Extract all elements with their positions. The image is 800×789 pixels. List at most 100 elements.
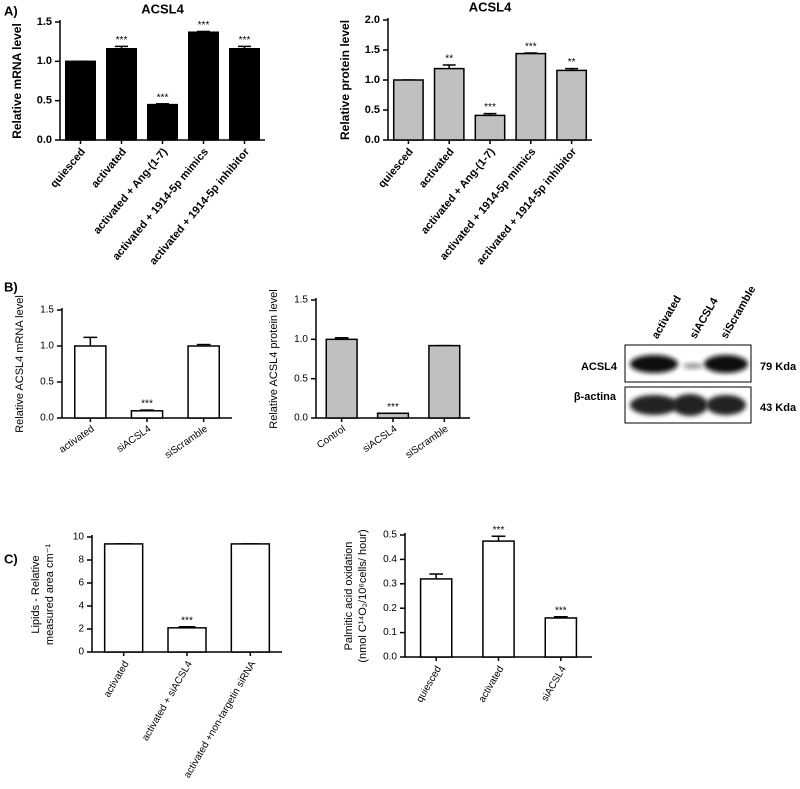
row-label: ACSL4 xyxy=(581,361,618,373)
significance: *** xyxy=(157,92,169,103)
y-tick-label: 0.0 xyxy=(383,652,397,663)
y-axis-label: Relative mRNA level xyxy=(10,23,24,139)
bar xyxy=(419,578,453,658)
x-tick-label: siACSL4 xyxy=(540,664,569,704)
bar xyxy=(428,344,461,419)
bar xyxy=(105,47,138,141)
y-tick-label: 0.2 xyxy=(383,603,397,614)
lane-label: activated xyxy=(650,294,684,341)
lane-label: siACSL4 xyxy=(688,295,721,341)
y-tick-label: 2.0 xyxy=(365,14,380,26)
western-blot: activated siACSL4 siScramble ACSL4 β-act… xyxy=(574,284,797,424)
significance: *** xyxy=(555,605,567,616)
y-tick-label: 0.5 xyxy=(37,95,52,107)
bar xyxy=(515,52,547,141)
blot-band xyxy=(672,394,708,416)
y-tick-label: 2 xyxy=(78,624,84,635)
y-axis-label: Relative ACSL4 protein level xyxy=(268,289,280,428)
bar xyxy=(230,543,271,653)
y-tick-label: 8 xyxy=(78,555,84,566)
y-axis-label: Lipids - Relative xyxy=(30,555,42,633)
bar xyxy=(433,67,465,141)
y-axis-label: measured area cm⁻¹ xyxy=(44,544,56,646)
y-tick-label: 0.1 xyxy=(383,627,397,638)
y-axis-label: Palmitic acid oxidation xyxy=(343,542,355,651)
significance: ** xyxy=(568,57,576,68)
y-tick-label: 1.5 xyxy=(40,305,54,316)
y-tick-label: 0.0 xyxy=(294,413,308,424)
y-tick-label: 0.5 xyxy=(365,104,380,116)
x-tick-label: activated xyxy=(477,664,507,704)
significance: *** xyxy=(116,35,128,46)
y-tick-label: 1.5 xyxy=(37,16,52,28)
x-tick-label: activated xyxy=(417,146,457,190)
y-tick-label: 1.0 xyxy=(294,334,308,345)
y-tick-label: 10 xyxy=(73,532,85,543)
bar xyxy=(64,60,97,141)
chart: ACSL4 Relative protein level 0.0 0.5 1.0 1.5 2… xyxy=(338,0,592,267)
y-tick-label: 6 xyxy=(78,578,84,589)
y-tick-label: 0.0 xyxy=(40,413,54,424)
x-tick-label: siACSL4 xyxy=(115,423,154,455)
x-tick-label: activated + siACSL4 xyxy=(140,659,195,743)
x-tick-label: siScramble xyxy=(163,423,210,461)
significance: *** xyxy=(525,42,537,53)
y-tick-label: 1.5 xyxy=(294,295,308,306)
chart: Palmitic acid oxidation (nmol C¹⁴O₂/10⁶ce… xyxy=(343,525,592,704)
x-tick-label: activated xyxy=(57,424,96,456)
chart-title: ACSL4 xyxy=(469,0,512,14)
panel-label: C) xyxy=(4,551,18,566)
chart: Relative ACSL4 mRNA level 0.0 0.5 1.0 1.5 act… xyxy=(14,295,232,461)
significance: ** xyxy=(445,54,453,65)
bar xyxy=(167,627,207,653)
y-tick-label: 0.0 xyxy=(37,134,52,146)
significance: *** xyxy=(181,615,193,626)
y-axis-label: (nmol C¹⁴O₂/10⁶cells/ hour) xyxy=(357,529,369,662)
y-axis-label: Relative protein level xyxy=(338,20,352,140)
significance: *** xyxy=(141,399,153,410)
bar xyxy=(130,410,164,419)
significance: *** xyxy=(198,20,210,31)
x-tick-label: quiesced xyxy=(376,146,416,190)
x-tick-label: activated +non-targetin siRNA xyxy=(182,659,258,780)
y-axis-label: Relative ACSL4 mRNA level xyxy=(14,295,26,433)
chart-title: ACSL4 xyxy=(141,1,184,16)
bar xyxy=(474,114,506,141)
blot-band xyxy=(630,355,678,373)
y-tick-label: 4 xyxy=(78,601,84,612)
y-tick-label: 0.5 xyxy=(40,377,54,388)
bar xyxy=(376,412,410,419)
x-tick-label: Control xyxy=(315,424,348,452)
y-tick-label: 0 xyxy=(78,647,84,658)
bar xyxy=(482,540,515,658)
blot-band xyxy=(630,395,678,415)
size-label: 43 Kda xyxy=(760,402,797,414)
chart: Lipids - Relative measured area cm⁻¹ 0 2 4 6 8… xyxy=(30,532,282,780)
bar xyxy=(146,103,179,141)
x-tick-label: siScramble xyxy=(404,423,451,461)
y-tick-label: 0.3 xyxy=(383,578,397,589)
y-tick-label: 1.0 xyxy=(40,341,54,352)
size-label: 79 Kda xyxy=(760,361,797,373)
x-tick-label: activated xyxy=(102,659,132,699)
y-tick-label: 0.0 xyxy=(365,134,380,146)
chart: Relative ACSL4 protein level 0.0 0.5 1.0 1.5… xyxy=(268,289,470,461)
significance: *** xyxy=(239,35,251,46)
bar xyxy=(325,338,358,419)
chart: ACSL4 Relative mRNA level 0.0 0.5 1.0 1.5 quie… xyxy=(10,1,265,267)
bar xyxy=(392,79,424,141)
y-tick-label: 0.5 xyxy=(383,530,397,541)
significance: *** xyxy=(387,402,399,413)
bar xyxy=(228,47,261,141)
x-tick-label: activated + Ang-(1-7) xyxy=(91,146,170,237)
bar xyxy=(544,617,578,658)
x-tick-label: activated xyxy=(89,146,129,190)
bar xyxy=(556,69,588,141)
bar xyxy=(187,31,220,141)
x-tick-label: quiesced xyxy=(415,664,445,704)
blot-band xyxy=(704,355,748,373)
y-tick-label: 1.0 xyxy=(37,55,52,67)
panel-label: B) xyxy=(4,279,18,294)
panel-label: A) xyxy=(4,3,18,18)
